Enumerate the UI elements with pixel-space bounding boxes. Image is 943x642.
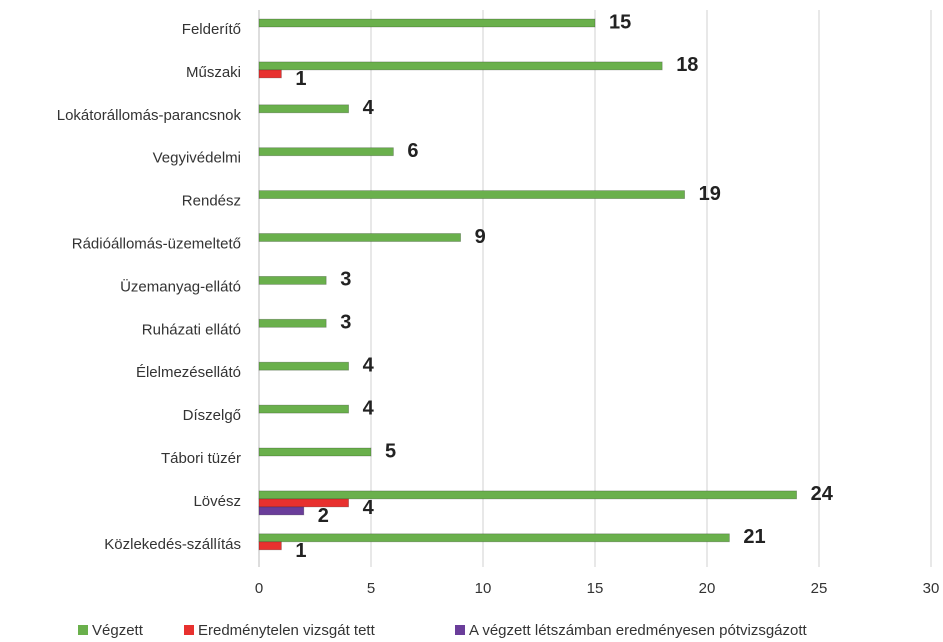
bar bbox=[258, 233, 462, 242]
value-label: 9 bbox=[475, 226, 486, 248]
legend-label: Eredménytelen vizsgát tett bbox=[198, 622, 376, 639]
x-tick-label: 15 bbox=[587, 580, 604, 597]
y-tick-label: Lokátorállomás-parancsnok bbox=[57, 107, 242, 124]
value-label: 5 bbox=[385, 440, 396, 462]
value-label: 19 bbox=[699, 183, 721, 205]
bar bbox=[258, 61, 663, 71]
x-tick-label: 5 bbox=[367, 580, 375, 597]
value-label: 15 bbox=[609, 11, 631, 33]
y-tick-label: Műszaki bbox=[186, 64, 241, 81]
value-label: 21 bbox=[743, 526, 765, 548]
legend-label: A végzett létszámban eredményesen pótviz… bbox=[469, 622, 808, 639]
legend-swatch bbox=[78, 625, 88, 635]
value-label: 4 bbox=[363, 497, 375, 519]
bar bbox=[258, 490, 797, 500]
y-tick-label: Üzemanyag-ellátó bbox=[120, 277, 241, 295]
y-tick-label: Tábori tüzér bbox=[161, 450, 241, 467]
value-label: 24 bbox=[811, 483, 834, 505]
y-tick-label: Díszelgő bbox=[183, 407, 241, 424]
x-tick-label: 25 bbox=[811, 580, 828, 597]
bar bbox=[258, 447, 372, 457]
value-label: 4 bbox=[363, 354, 375, 376]
y-tick-label: Lövész bbox=[193, 493, 241, 510]
value-label: 3 bbox=[340, 312, 351, 334]
x-tick-label: 10 bbox=[475, 580, 492, 597]
value-label: 2 bbox=[318, 505, 329, 527]
bar bbox=[258, 318, 327, 328]
bar bbox=[258, 275, 327, 285]
value-label: 1 bbox=[295, 68, 306, 90]
bar bbox=[258, 190, 686, 200]
value-label: 4 bbox=[363, 397, 375, 419]
y-tick-label: Felderítő bbox=[182, 21, 241, 38]
x-tick-label: 0 bbox=[255, 580, 263, 597]
legend-label: Végzett bbox=[92, 622, 144, 639]
y-tick-label: Élelmezésellátó bbox=[136, 364, 241, 381]
y-tick-label: Ruházati ellátó bbox=[142, 321, 241, 338]
x-tick-label: 20 bbox=[699, 580, 716, 597]
bar bbox=[258, 541, 282, 551]
value-label: 4 bbox=[363, 97, 375, 119]
bar bbox=[258, 498, 349, 508]
y-tick-label: Közlekedés-szállítás bbox=[104, 536, 241, 553]
y-tick-label: Rádióállomás-üzemeltető bbox=[72, 235, 241, 252]
bar bbox=[258, 147, 394, 157]
legend-swatch bbox=[455, 625, 465, 635]
bar bbox=[258, 69, 282, 79]
bar bbox=[258, 361, 349, 371]
value-label: 1 bbox=[295, 540, 306, 562]
bar bbox=[258, 533, 730, 543]
legend-swatch bbox=[184, 625, 194, 635]
value-label: 18 bbox=[676, 54, 698, 76]
y-tick-label: Vegyivédelmi bbox=[153, 150, 241, 167]
bar bbox=[258, 506, 305, 516]
bar bbox=[258, 404, 349, 414]
value-label: 3 bbox=[340, 269, 351, 291]
bar bbox=[258, 18, 596, 28]
x-tick-label: 30 bbox=[923, 580, 940, 597]
bar bbox=[258, 104, 349, 114]
y-tick-label: Rendész bbox=[182, 193, 241, 210]
value-label: 6 bbox=[407, 140, 418, 162]
